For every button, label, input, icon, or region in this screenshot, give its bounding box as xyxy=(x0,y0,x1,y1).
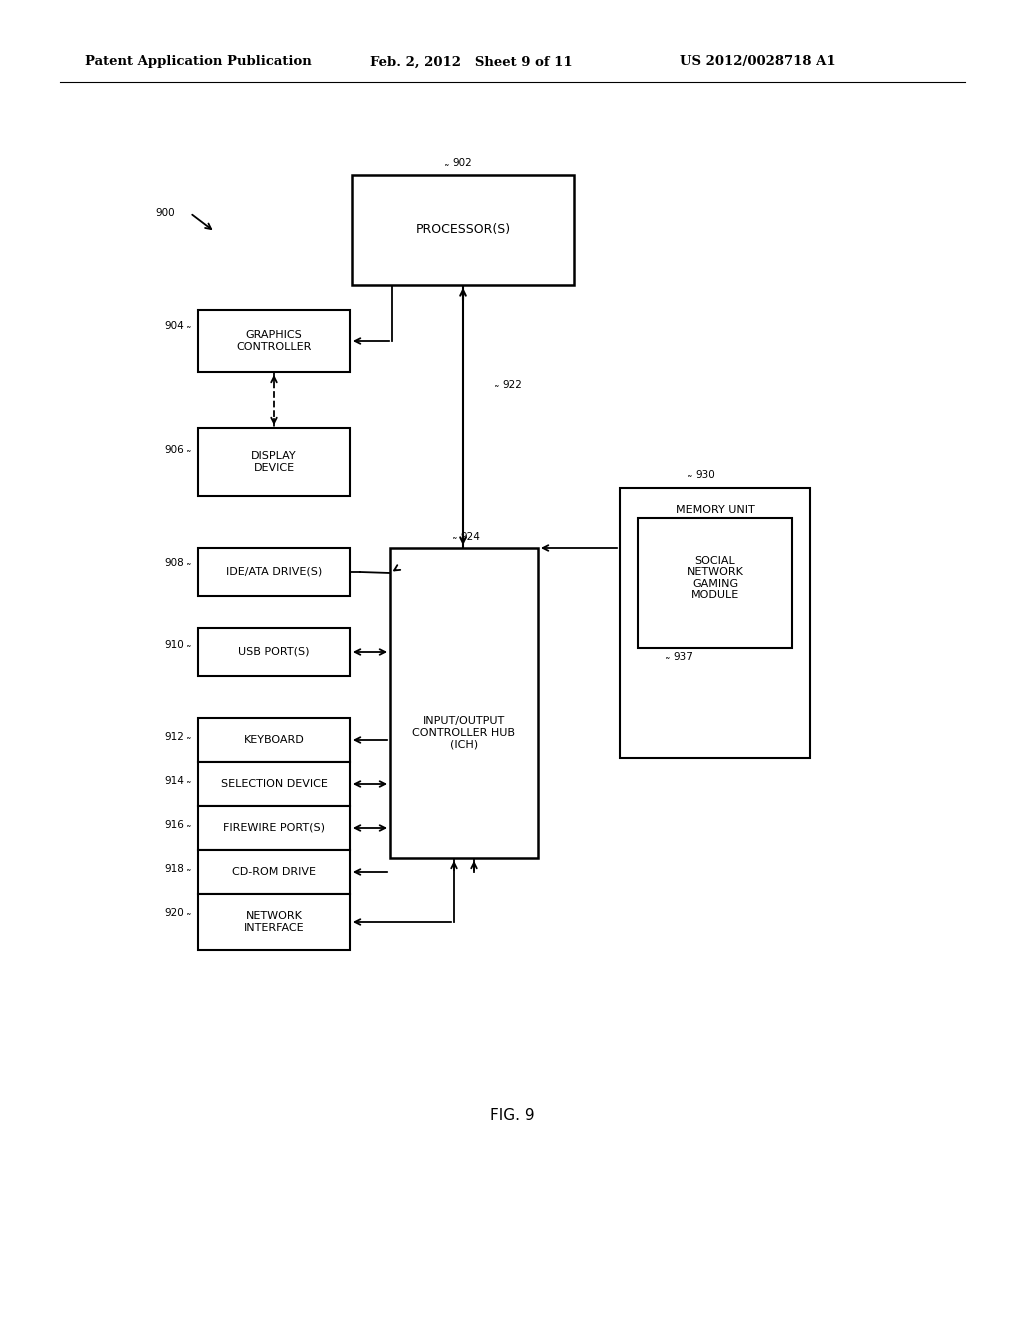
Text: ˜: ˜ xyxy=(186,645,191,656)
Text: ˜: ˜ xyxy=(687,477,693,486)
Bar xyxy=(198,548,350,597)
Bar xyxy=(638,517,792,648)
Text: Patent Application Publication: Patent Application Publication xyxy=(85,55,311,69)
Text: 918: 918 xyxy=(164,865,184,874)
Text: 914: 914 xyxy=(164,776,184,785)
Text: Feb. 2, 2012   Sheet 9 of 11: Feb. 2, 2012 Sheet 9 of 11 xyxy=(370,55,572,69)
Text: ˜: ˜ xyxy=(186,781,191,792)
Text: ˜: ˜ xyxy=(186,870,191,880)
Text: ˜: ˜ xyxy=(186,826,191,836)
Text: US 2012/0028718 A1: US 2012/0028718 A1 xyxy=(680,55,836,69)
Bar xyxy=(198,310,350,372)
Bar xyxy=(198,807,350,850)
Bar xyxy=(198,850,350,894)
Text: ˜: ˜ xyxy=(186,564,191,574)
Text: 906: 906 xyxy=(164,445,184,455)
Text: KEYBOARD: KEYBOARD xyxy=(244,735,304,744)
Text: USB PORT(S): USB PORT(S) xyxy=(239,647,309,657)
Text: INPUT/OUTPUT
CONTROLLER HUB
(ICH): INPUT/OUTPUT CONTROLLER HUB (ICH) xyxy=(413,717,515,750)
Text: IDE/ATA DRIVE(S): IDE/ATA DRIVE(S) xyxy=(226,568,323,577)
Text: ˜: ˜ xyxy=(444,165,450,176)
Text: CD-ROM DRIVE: CD-ROM DRIVE xyxy=(232,867,316,876)
Bar xyxy=(198,718,350,762)
Text: ˜: ˜ xyxy=(666,657,671,668)
Text: ˜: ˜ xyxy=(186,738,191,748)
Text: MEMORY UNIT: MEMORY UNIT xyxy=(676,506,755,515)
Bar xyxy=(390,548,538,858)
Text: FIREWIRE PORT(S): FIREWIRE PORT(S) xyxy=(223,822,325,833)
Text: SOCIAL
NETWORK
GAMING
MODULE: SOCIAL NETWORK GAMING MODULE xyxy=(686,556,743,601)
Text: SELECTION DEVICE: SELECTION DEVICE xyxy=(220,779,328,789)
Text: 924: 924 xyxy=(460,532,480,543)
Text: 902: 902 xyxy=(452,158,472,168)
Bar xyxy=(198,428,350,496)
Text: 908: 908 xyxy=(164,558,184,568)
Text: PROCESSOR(S): PROCESSOR(S) xyxy=(416,223,511,236)
Text: GRAPHICS
CONTROLLER: GRAPHICS CONTROLLER xyxy=(237,330,311,352)
Bar xyxy=(198,628,350,676)
Bar xyxy=(198,894,350,950)
Text: 937: 937 xyxy=(673,652,693,663)
Text: ˜: ˜ xyxy=(186,451,191,461)
Text: 922: 922 xyxy=(502,380,522,389)
Bar xyxy=(198,762,350,807)
Text: ˜: ˜ xyxy=(186,327,191,337)
Text: 930: 930 xyxy=(695,470,715,480)
Text: 920: 920 xyxy=(164,908,184,917)
Text: 912: 912 xyxy=(164,733,184,742)
Text: 904: 904 xyxy=(164,321,184,331)
Text: ˜: ˜ xyxy=(453,539,458,548)
Text: FIG. 9: FIG. 9 xyxy=(489,1107,535,1122)
Text: 900: 900 xyxy=(156,209,175,218)
Bar xyxy=(620,488,810,758)
Text: DISPLAY
DEVICE: DISPLAY DEVICE xyxy=(251,451,297,473)
Text: NETWORK
INTERFACE: NETWORK INTERFACE xyxy=(244,911,304,933)
Text: 916: 916 xyxy=(164,820,184,830)
Text: ˜: ˜ xyxy=(186,913,191,924)
Bar xyxy=(352,176,574,285)
Text: 910: 910 xyxy=(164,640,184,649)
Text: ˜: ˜ xyxy=(495,385,500,396)
